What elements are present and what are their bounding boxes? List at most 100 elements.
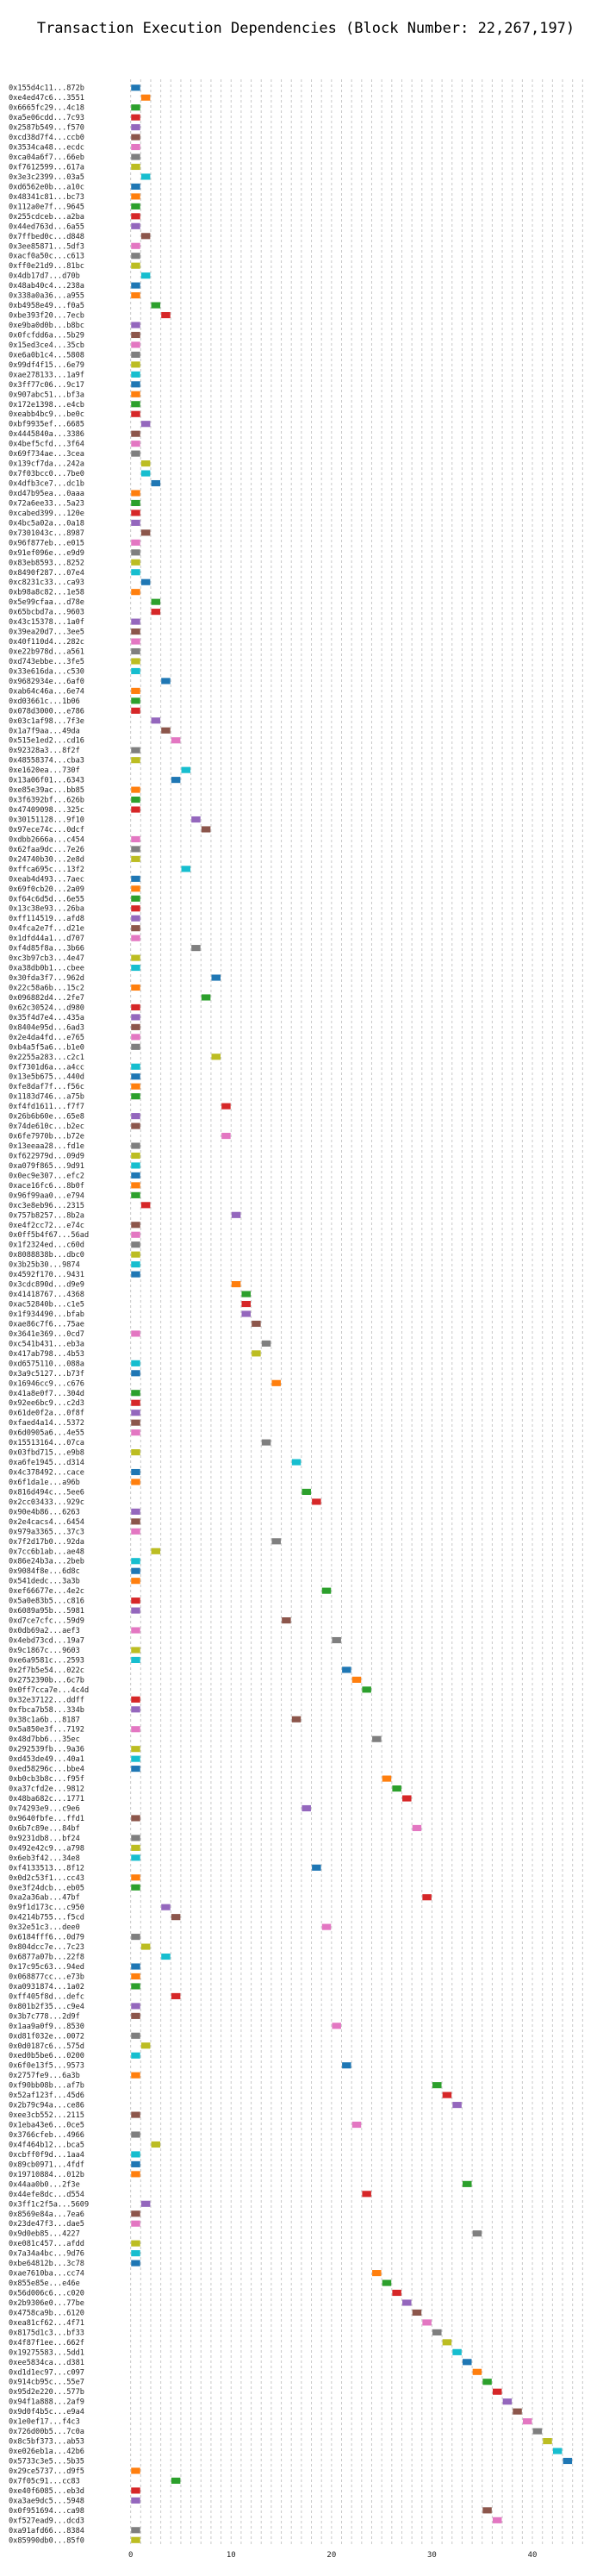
y-tick-label: 0x16946cc9...c676 (9, 1379, 84, 1388)
y-tick-label: 0x48558374...cba3 (9, 757, 84, 766)
bar (140, 94, 151, 101)
y-tick-label: 0x2587b549...f570 (9, 124, 84, 133)
y-tick-label: 0xe6a9581c...2593 (9, 1656, 84, 1665)
y-tick-label: 0xa0931874...1a02 (9, 1983, 84, 1991)
x-tick-labels: 0 10 20 30 40 (128, 2551, 538, 2560)
bar (131, 559, 140, 566)
y-tick-label: 0xf622979d...09d9 (9, 1152, 84, 1160)
bar (140, 421, 151, 428)
y-tick-label: 0x292539fb...9a36 (9, 1746, 84, 1754)
y-tick-label: 0x4c378492...cace (9, 1469, 84, 1478)
y-tick-label: 0xab64c46a...6e74 (9, 687, 84, 696)
bar (131, 658, 140, 665)
y-tick-label: 0x417ab798...4b53 (9, 1350, 84, 1359)
y-tick-label: 0x1f2324ed...c60d (9, 1241, 84, 1250)
bar (131, 1449, 140, 1456)
y-tick-label: 0x0d0187c6...575d (9, 2042, 84, 2051)
bar (372, 2270, 382, 2277)
y-tick-label: 0x3ee85871...5df3 (9, 242, 84, 251)
bar (131, 1597, 140, 1604)
bar (211, 1054, 221, 1060)
y-tick-label: 0xbe64812b...3c78 (9, 2260, 84, 2268)
y-tick-label: 0x0ec9e307...efc2 (9, 1172, 84, 1180)
bar (140, 173, 151, 180)
bar (332, 2023, 341, 2029)
bar (351, 1676, 362, 1683)
bar (131, 954, 140, 961)
bar (131, 1360, 140, 1366)
y-tick-label: 0x6d0905a6...4e55 (9, 1429, 84, 1438)
y-tick-label: 0x69f0cb20...2a09 (9, 885, 84, 894)
bar (131, 935, 140, 941)
bar (131, 203, 140, 209)
y-tick-label: 0xc3e8eb96...2315 (9, 1202, 84, 1210)
y-tick-label: 0x8404e95d...6ad3 (9, 1023, 84, 1032)
y-tick-label: 0x7a34a4bc...9d76 (9, 2250, 84, 2259)
y-tick-label: 0xae7610ba...cc74 (9, 2270, 84, 2279)
bar (131, 895, 140, 902)
bar (131, 2131, 140, 2138)
y-tick-label: 0x0f951694...ca98 (9, 2507, 84, 2516)
y-tick-label: 0xf64c6d5d...6e55 (9, 895, 84, 903)
bar (131, 1063, 140, 1070)
bar (131, 2260, 140, 2267)
bar (140, 1202, 151, 1209)
y-tick-label: 0xd81f032e...0072 (9, 2032, 84, 2041)
bar (463, 2359, 472, 2366)
bar (131, 2151, 140, 2158)
y-tick-label: 0x41418767...4368 (9, 1291, 84, 1299)
bar (382, 1775, 392, 1782)
bar (131, 647, 140, 655)
bar (252, 1320, 261, 1328)
y-tick-label: 0x9640fbfe...ffd1 (9, 1815, 84, 1823)
y-tick-label: 0xf4d85f8a...3b66 (9, 945, 84, 953)
bar (131, 1983, 140, 1990)
bar (131, 193, 140, 200)
bar (131, 757, 140, 764)
bar (131, 153, 140, 160)
y-tick-label: 0x13a06f01...6343 (9, 777, 84, 785)
bar (131, 1162, 140, 1169)
bar (131, 134, 140, 141)
bar (321, 1923, 332, 1930)
y-tick-label: 0x816d494c...5ee6 (9, 1488, 84, 1497)
y-tick-label: 0xac52840b...c1e5 (9, 1301, 84, 1310)
y-tick-label: 0x30fda3f7...962d (9, 974, 84, 983)
bar (131, 1934, 140, 1941)
y-tick-label: 0xe40f6085...eb3d (9, 2487, 84, 2496)
y-tick-label: 0x99df4f15...6e79 (9, 361, 84, 370)
y-tick-label: 0x2757fe9...6a3b (9, 2072, 80, 2080)
bar (171, 777, 181, 784)
bar (351, 2121, 362, 2129)
y-tick-label: 0xeabb4bc9...be0c (9, 410, 84, 419)
y-tick-label: 0x0fcfdd6a...5b29 (9, 331, 84, 340)
bar (302, 1488, 311, 1496)
bar (241, 1300, 251, 1308)
bar (241, 1291, 251, 1297)
bar (261, 1439, 271, 1446)
y-tick-label: 0x855e85e...e46e (9, 2279, 80, 2288)
bar (131, 2536, 140, 2543)
y-tick-label: 0x0db69a2...aef3 (9, 1627, 80, 1635)
bar (131, 510, 140, 516)
y-tick-label: 0xff114519...afd8 (9, 915, 84, 923)
bar (131, 1222, 140, 1229)
y-tick-label: 0x35f4d7e4...435a (9, 1014, 84, 1022)
y-tick-label: 0x92ee6bc9...c2d3 (9, 1399, 84, 1408)
y-tick-label: 0x5733c3e5...5b35 (9, 2458, 84, 2467)
y-tick-label: 0x8175d1c3...bf33 (9, 2329, 84, 2337)
y-tick-label: 0x6fe7970b...b72e (9, 1133, 84, 1141)
bar (131, 1508, 140, 1515)
bar (131, 707, 140, 714)
bar (131, 1073, 140, 1080)
y-tick-label: 0x6877a07b...22f8 (9, 1954, 84, 1962)
bar (543, 2438, 552, 2445)
y-tick-label: 0x3b7c778...2d9f (9, 2012, 80, 2021)
x-tick-label: 10 (227, 2551, 236, 2560)
bar (181, 766, 191, 773)
bar (552, 2448, 563, 2454)
y-tick-label: 0x5a850e3f...7192 (9, 1726, 84, 1735)
bar (362, 2191, 371, 2198)
bar (321, 1587, 332, 1594)
bar (131, 1746, 140, 1753)
